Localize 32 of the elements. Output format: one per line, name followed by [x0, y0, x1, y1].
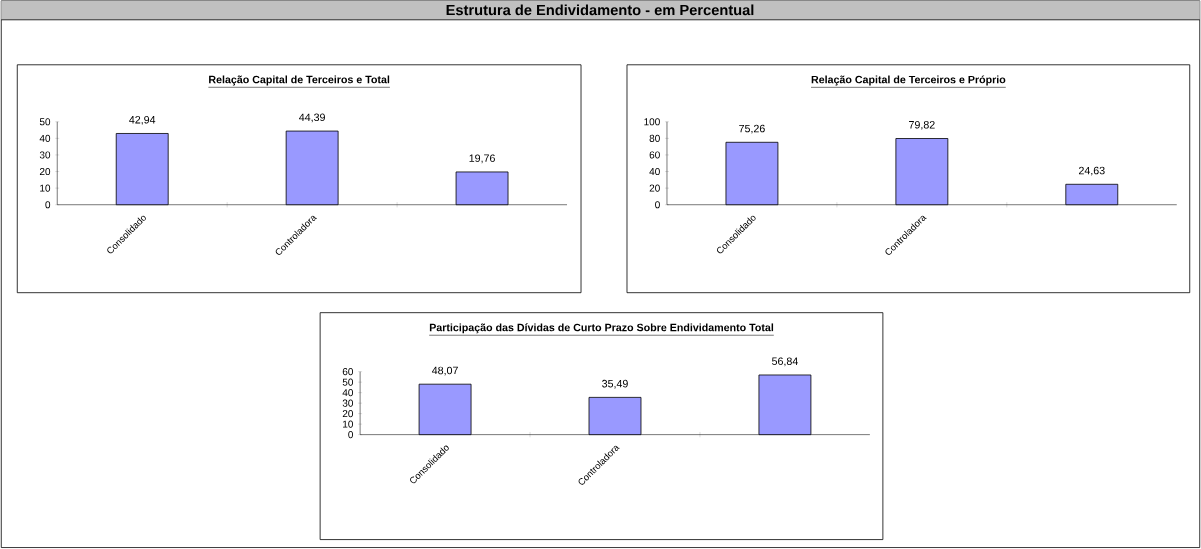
y-tick-label: 20 — [649, 184, 660, 192]
y-tick-label: 40 — [342, 389, 354, 397]
data-label: 79,82 — [909, 121, 935, 130]
data-label: 44,39 — [299, 113, 325, 123]
y-tick-label: 30 — [39, 151, 51, 159]
y-tick-label: 10 — [343, 420, 354, 428]
data-label: 75,26 — [739, 124, 765, 134]
data-label: 56,84 — [772, 357, 798, 367]
data-label: 24,63 — [1079, 166, 1105, 176]
data-label: 42,94 — [129, 116, 156, 125]
data-label: 48,07 — [431, 366, 458, 376]
chart-title: Relação Capital de Terceiros e Próprio — [811, 75, 1006, 86]
data-label: 35,49 — [602, 379, 628, 389]
y-tick-label: 0 — [348, 431, 354, 439]
y-tick-label: 60 — [649, 151, 660, 159]
y-tick-label: 20 — [342, 410, 354, 418]
y-tick-label: 10 — [40, 184, 51, 192]
text: Estrutura de Endividamento - em Percentual — [446, 4, 754, 16]
y-tick-label: 80 — [649, 134, 660, 142]
y-tick-label: 40 — [39, 134, 51, 142]
y-tick-label: 100 — [644, 118, 660, 126]
y-tick-label: 50 — [342, 378, 354, 386]
chart-title: Relação Capital de Terceiros e Total — [209, 75, 390, 86]
y-tick-label: 40 — [649, 168, 660, 176]
chart-title: Participação das Dívidas de Curto Prazo Sobre Endividamento Total — [429, 323, 774, 334]
y-tick-label: 60 — [342, 368, 354, 376]
y-tick-label: 50 — [39, 118, 51, 126]
y-tick-label: 0 — [45, 201, 51, 209]
y-tick-label: 20 — [39, 168, 51, 176]
y-tick-label: 30 — [342, 399, 354, 407]
y-tick-label: 0 — [655, 201, 660, 209]
data-label: 19,76 — [469, 154, 495, 164]
